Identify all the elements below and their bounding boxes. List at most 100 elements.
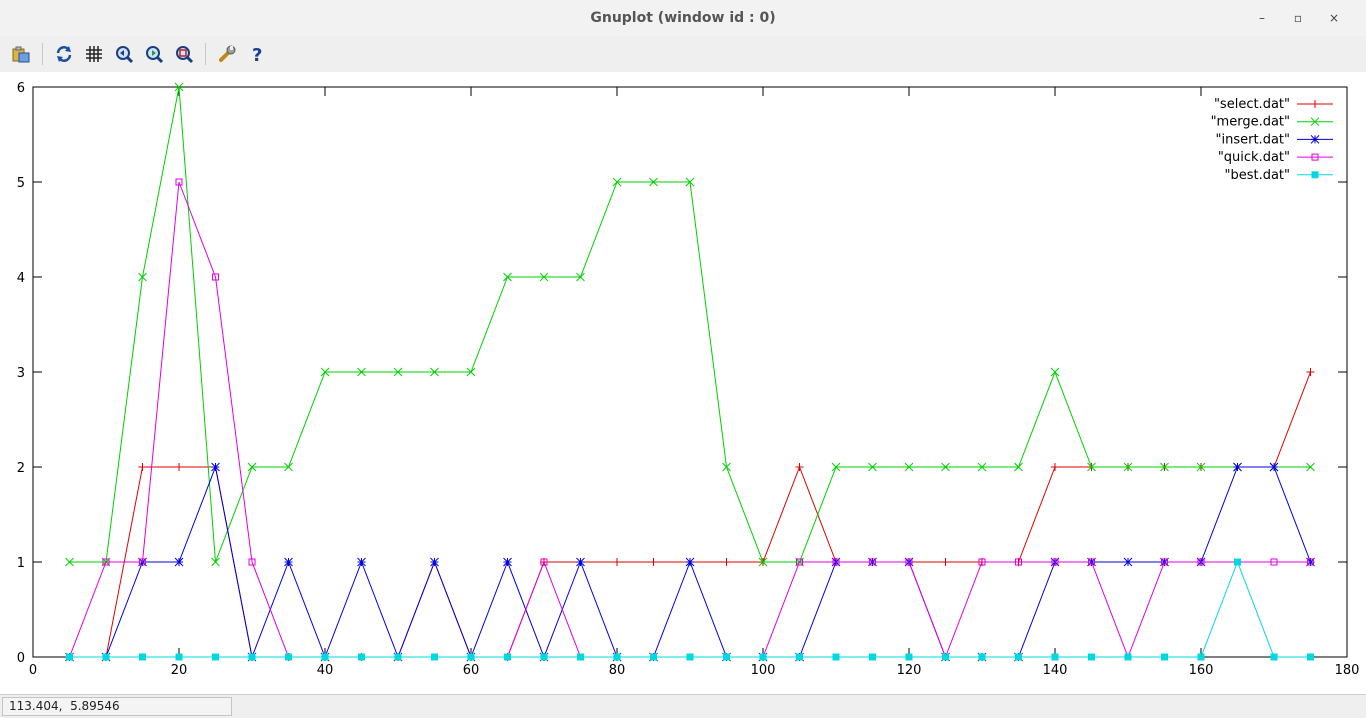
plot-area[interactable]: 0 20 40 60 80 100 120 140 160 180 0 1 2 3 4 5 6 "select.d… bbox=[0, 72, 1366, 694]
data-point bbox=[1088, 653, 1095, 661]
x-tick-label: 0 bbox=[29, 663, 37, 678]
legend-marker bbox=[1311, 171, 1319, 179]
data-point bbox=[868, 462, 877, 472]
data-point bbox=[175, 178, 183, 186]
series-line-0 bbox=[69, 371, 1311, 658]
data-point bbox=[905, 558, 913, 566]
window-controls: – ▫ × bbox=[1244, 8, 1352, 28]
data-point bbox=[1160, 462, 1169, 472]
data-point bbox=[211, 462, 220, 472]
data-point bbox=[212, 653, 219, 661]
data-point bbox=[285, 653, 292, 661]
data-point bbox=[102, 558, 110, 566]
data-point bbox=[649, 558, 658, 566]
plot-frame bbox=[32, 86, 1348, 658]
data-point bbox=[503, 272, 512, 282]
grid-icon bbox=[86, 46, 102, 62]
help-button[interactable]: ? bbox=[244, 41, 270, 67]
data-point bbox=[977, 462, 987, 472]
data-point bbox=[1161, 558, 1168, 566]
window-title: Gnuplot (window id : 0) bbox=[590, 10, 776, 26]
help-icon: ? bbox=[252, 45, 262, 64]
data-point bbox=[357, 367, 366, 377]
legend-marker bbox=[1310, 117, 1320, 127]
data-point bbox=[1015, 653, 1022, 661]
replot-button[interactable] bbox=[51, 41, 77, 67]
data-point bbox=[1306, 462, 1315, 472]
data-point bbox=[247, 462, 257, 472]
legend-marker bbox=[1311, 153, 1319, 161]
data-point bbox=[722, 462, 731, 472]
previous-zoom-button[interactable] bbox=[111, 41, 137, 67]
data-point bbox=[1051, 558, 1059, 566]
data-point bbox=[1124, 653, 1132, 661]
line-chart[interactable]: 0 20 40 60 80 100 120 140 160 180 0 1 2 3 4 5 6 "select.d… bbox=[0, 72, 1366, 694]
data-point bbox=[66, 653, 73, 661]
x-tick-label: 180 bbox=[1335, 663, 1360, 678]
data-point bbox=[466, 367, 476, 377]
data-point bbox=[139, 558, 146, 566]
data-point bbox=[175, 653, 183, 661]
data-point bbox=[613, 653, 621, 661]
cursor-coordinates: 113.404, 5.89546 bbox=[2, 697, 232, 716]
autoscale-button[interactable] bbox=[171, 41, 197, 67]
data-point bbox=[430, 557, 439, 567]
x-tick-label: 40 bbox=[317, 663, 334, 678]
data-point bbox=[467, 653, 475, 661]
data-point bbox=[321, 653, 329, 661]
close-button[interactable]: × bbox=[1328, 11, 1340, 25]
autoscale-icon bbox=[176, 46, 194, 64]
clipboard-icon bbox=[12, 46, 30, 63]
grid-button[interactable] bbox=[81, 41, 107, 67]
settings-button[interactable] bbox=[214, 41, 240, 67]
data-point bbox=[174, 82, 184, 92]
data-point bbox=[650, 653, 657, 661]
data-point bbox=[539, 272, 549, 282]
data-point bbox=[759, 653, 767, 661]
data-point bbox=[796, 653, 803, 661]
data-point bbox=[686, 653, 694, 661]
data-point bbox=[175, 463, 183, 471]
minimize-button[interactable]: – bbox=[1259, 11, 1265, 25]
data-point bbox=[65, 557, 74, 567]
data-point bbox=[1088, 558, 1095, 566]
data-point bbox=[576, 557, 585, 567]
legend-marker bbox=[1310, 135, 1320, 144]
wrench-icon bbox=[219, 45, 236, 62]
data-point bbox=[1196, 462, 1206, 472]
data-point bbox=[248, 558, 256, 566]
data-point bbox=[504, 653, 511, 661]
data-point bbox=[1270, 653, 1278, 661]
x-tick-label: 120 bbox=[897, 663, 922, 678]
window-titlebar: Gnuplot (window id : 0) – ▫ × bbox=[0, 0, 1366, 36]
data-point bbox=[942, 653, 949, 661]
data-point bbox=[1015, 558, 1022, 566]
copy-clipboard-button[interactable] bbox=[8, 41, 34, 67]
y-tick-label: 2 bbox=[17, 461, 25, 476]
data-point bbox=[941, 462, 950, 472]
toolbar-separator bbox=[205, 43, 206, 65]
data-point bbox=[941, 558, 950, 566]
data-point bbox=[284, 557, 293, 567]
data-point bbox=[832, 558, 840, 566]
x-tick-label: 140 bbox=[1043, 663, 1068, 678]
data-point bbox=[358, 653, 365, 661]
data-point bbox=[905, 653, 913, 661]
maximize-button[interactable]: ▫ bbox=[1293, 11, 1303, 25]
y-tick-label: 4 bbox=[17, 271, 25, 286]
data-point bbox=[1197, 558, 1205, 566]
zoom-previous-icon bbox=[116, 46, 134, 64]
data-point bbox=[723, 653, 730, 661]
data-point bbox=[576, 272, 585, 282]
data-point bbox=[1233, 462, 1242, 472]
data-point bbox=[211, 557, 220, 567]
next-zoom-button[interactable] bbox=[141, 41, 167, 67]
data-point bbox=[1123, 462, 1133, 472]
data-point bbox=[1051, 463, 1059, 471]
data-point bbox=[869, 653, 876, 661]
data-point bbox=[1014, 462, 1023, 472]
data-point bbox=[795, 463, 804, 471]
data-point bbox=[540, 653, 548, 661]
data-point bbox=[1306, 368, 1315, 376]
data-point bbox=[394, 653, 402, 661]
